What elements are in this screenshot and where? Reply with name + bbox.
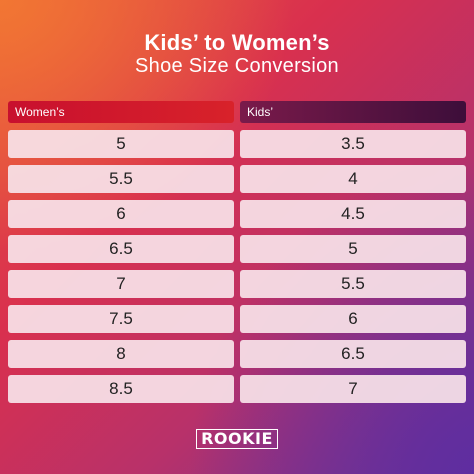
womens-size-cell: 5 xyxy=(8,130,234,158)
womens-size-cell: 5.5 xyxy=(8,165,234,193)
kids-size-cell: 7 xyxy=(240,375,466,403)
kids-column-header: Kids’ xyxy=(240,101,466,123)
womens-size-cell: 8.5 xyxy=(8,375,234,403)
brand-logo: ROOKIE xyxy=(0,429,474,449)
kids-size-cell: 6 xyxy=(240,305,466,333)
womens-column-header: Women’s xyxy=(8,101,234,123)
page-subtitle: Shoe Size Conversion xyxy=(135,55,339,77)
kids-size-cell: 3.5 xyxy=(240,130,466,158)
kids-size-cell: 5 xyxy=(240,235,466,263)
womens-column: Women’s 5 5.5 6 6.5 7 7.5 8 8.5 xyxy=(8,101,234,403)
womens-size-cell: 7.5 xyxy=(8,305,234,333)
womens-size-cell: 7 xyxy=(8,270,234,298)
page-title: Kids’ to Women’s xyxy=(144,30,330,55)
kids-size-cell: 5.5 xyxy=(240,270,466,298)
kids-size-cell: 4.5 xyxy=(240,200,466,228)
brand-logo-text: ROOKIE xyxy=(196,429,278,449)
womens-size-cell: 6.5 xyxy=(8,235,234,263)
kids-column: Kids’ 3.5 4 4.5 5 5.5 6 6.5 7 xyxy=(240,101,466,403)
kids-size-cell: 4 xyxy=(240,165,466,193)
womens-size-cell: 6 xyxy=(8,200,234,228)
kids-size-cell: 6.5 xyxy=(240,340,466,368)
womens-size-cell: 8 xyxy=(8,340,234,368)
